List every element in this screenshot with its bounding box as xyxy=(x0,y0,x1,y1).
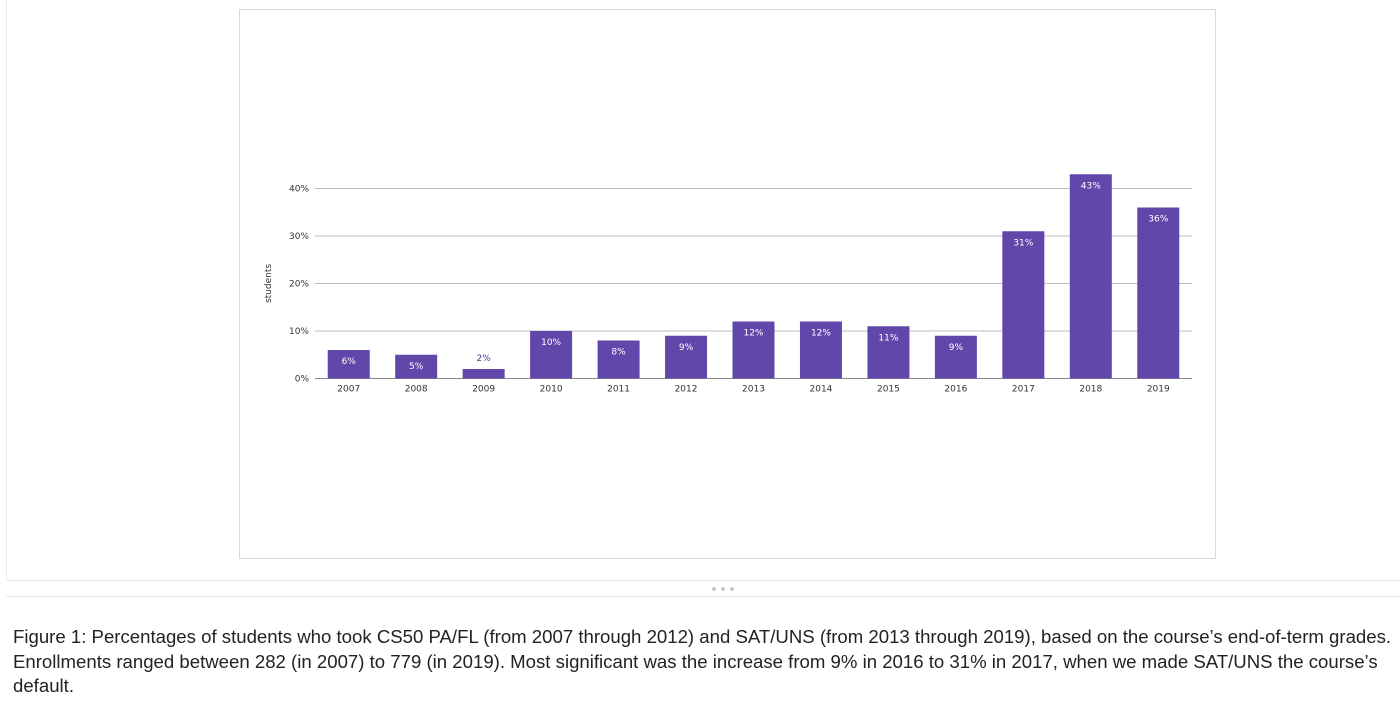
x-tick-label: 2015 xyxy=(877,385,900,395)
bar xyxy=(597,340,640,379)
x-tick-label: 2007 xyxy=(337,385,360,395)
x-tick-label: 2018 xyxy=(1079,385,1102,395)
x-tick-label: 2019 xyxy=(1147,385,1170,395)
handle-dot-icon xyxy=(712,587,716,591)
data-label: 12% xyxy=(743,329,763,339)
bar xyxy=(1069,174,1112,379)
bar xyxy=(395,354,438,379)
y-tick-label: 20% xyxy=(289,280,309,290)
bar xyxy=(732,321,775,379)
x-tick-label: 2011 xyxy=(607,385,630,395)
x-tick-label: 2016 xyxy=(944,385,967,395)
handle-dot-icon xyxy=(721,587,725,591)
bar xyxy=(327,350,370,379)
resize-handle[interactable] xyxy=(712,586,742,592)
bar xyxy=(934,335,977,379)
divider-line xyxy=(6,580,1400,581)
left-edge-line xyxy=(6,0,7,580)
data-label: 31% xyxy=(1013,238,1033,248)
bar xyxy=(665,335,708,379)
y-axis-label: students xyxy=(264,264,274,303)
data-label: 11% xyxy=(878,333,898,343)
data-label: 5% xyxy=(409,362,424,372)
data-label: 43% xyxy=(1081,181,1101,191)
x-tick-label: 2009 xyxy=(472,385,495,395)
data-label: 8% xyxy=(611,348,626,358)
y-tick-label: 10% xyxy=(289,327,309,337)
data-label: 9% xyxy=(679,343,694,353)
bar xyxy=(867,326,910,379)
bar xyxy=(462,369,505,379)
y-tick-label: 30% xyxy=(289,232,309,242)
handle-dot-icon xyxy=(730,587,734,591)
chart-frame: 0% 10% 20% 30% 40% students 6% 2007 5% 2008 2% 2009… xyxy=(239,9,1216,559)
y-tick-label: 0% xyxy=(295,375,310,385)
divider-line xyxy=(6,596,1400,597)
x-tick-label: 2017 xyxy=(1012,385,1035,395)
bar xyxy=(1002,231,1045,379)
bar xyxy=(530,331,573,379)
data-label: 10% xyxy=(541,338,561,348)
x-tick-label: 2010 xyxy=(540,385,563,395)
data-label: 2% xyxy=(477,354,492,364)
x-tick-label: 2013 xyxy=(742,385,765,395)
data-label: 12% xyxy=(811,329,831,339)
x-tick-label: 2014 xyxy=(810,385,833,395)
bar xyxy=(799,321,842,379)
figure-caption: Figure 1: Percentages of students who to… xyxy=(13,626,1392,696)
bar xyxy=(1137,207,1180,379)
y-tick-label: 40% xyxy=(289,185,309,195)
bar-chart: 0% 10% 20% 30% 40% students 6% 2007 5% 2008 2% 2009… xyxy=(264,174,1192,395)
data-label: 9% xyxy=(949,343,964,353)
x-tick-label: 2008 xyxy=(405,385,428,395)
x-tick-label: 2012 xyxy=(675,385,698,395)
data-label: 36% xyxy=(1148,215,1168,225)
data-label: 6% xyxy=(342,357,357,367)
